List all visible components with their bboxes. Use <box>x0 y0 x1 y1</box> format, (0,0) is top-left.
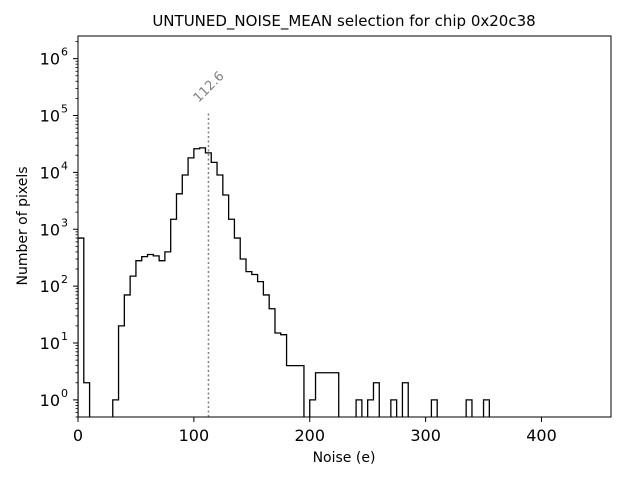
histogram-bar <box>136 261 142 417</box>
histogram-bar <box>431 400 437 417</box>
histogram-bar <box>200 148 206 417</box>
histogram-bar <box>182 175 188 417</box>
histogram-bar <box>78 238 84 417</box>
histogram-bar <box>130 276 136 417</box>
histogram-bar <box>188 158 194 417</box>
histogram-bar <box>333 373 339 417</box>
histogram-bar <box>373 383 379 417</box>
y-tick-exponent: 0 <box>61 387 68 400</box>
plot-frame <box>77 35 612 418</box>
histogram-bar <box>327 373 333 417</box>
y-tick-label: 10 <box>40 107 60 126</box>
histogram-bar <box>368 400 374 417</box>
histogram-outline <box>78 147 490 417</box>
mean-marker-label: 112.6 <box>191 69 228 106</box>
x-tick-label: 100 <box>179 426 210 445</box>
histogram-bar <box>194 149 200 417</box>
histogram-bar <box>119 326 125 417</box>
histogram-bar <box>240 259 246 417</box>
x-tick-label: 200 <box>294 426 325 445</box>
histogram-bar <box>391 400 397 417</box>
histogram-bar <box>263 295 269 417</box>
y-tick-exponent: 3 <box>61 216 68 229</box>
x-tick-label: 400 <box>526 426 557 445</box>
histogram-bar <box>124 295 130 417</box>
histogram-bar <box>153 256 159 417</box>
histogram-bar <box>159 261 165 417</box>
histogram-bar <box>466 400 472 417</box>
y-tick-exponent: 5 <box>61 103 68 116</box>
histogram-bar <box>287 366 293 417</box>
y-tick-exponent: 4 <box>61 159 68 172</box>
histogram-bar <box>142 257 148 417</box>
x-axis-label: Noise (e) <box>313 450 376 466</box>
histogram-bar <box>84 383 90 417</box>
histogram-bar <box>223 195 229 417</box>
histogram-bar <box>356 400 362 417</box>
x-tick-label: 0 <box>73 426 83 445</box>
histogram-bar <box>402 383 408 417</box>
histogram-bar <box>258 282 264 417</box>
histogram-bar <box>281 335 287 417</box>
histogram-bar <box>269 309 275 417</box>
histogram-bar <box>484 400 490 417</box>
y-tick-exponent: 6 <box>61 46 68 59</box>
histogram-bar <box>148 254 154 417</box>
x-tick-label: 300 <box>410 426 441 445</box>
y-tick-label: 10 <box>40 334 60 353</box>
histogram-bar <box>310 400 316 417</box>
histogram-bar <box>176 194 182 417</box>
histogram-bar <box>211 162 217 417</box>
histogram-bar <box>292 366 298 417</box>
histogram-bar <box>217 175 223 417</box>
y-tick-exponent: 2 <box>61 273 68 286</box>
y-tick-exponent: 1 <box>61 330 68 343</box>
y-axis-label: Number of pixels <box>15 166 31 285</box>
histogram-bar <box>321 373 327 417</box>
histogram-bar <box>246 272 252 417</box>
y-tick-label: 10 <box>40 220 60 239</box>
histogram-bar <box>252 275 258 417</box>
y-tick-label: 10 <box>40 50 60 69</box>
histogram-bar <box>113 400 119 417</box>
histogram-bar <box>316 373 322 417</box>
y-tick-label: 10 <box>40 391 60 410</box>
y-tick-label: 10 <box>40 163 60 182</box>
histogram-bar <box>298 366 304 417</box>
histogram-bar <box>275 333 281 417</box>
y-tick-label: 10 <box>40 277 60 296</box>
chart-title: UNTUNED_NOISE_MEAN selection for chip 0x… <box>152 12 535 31</box>
histogram-bar <box>171 219 177 417</box>
histogram-bar <box>229 219 235 417</box>
histogram-bar <box>234 238 240 417</box>
histogram-bar <box>165 252 171 417</box>
